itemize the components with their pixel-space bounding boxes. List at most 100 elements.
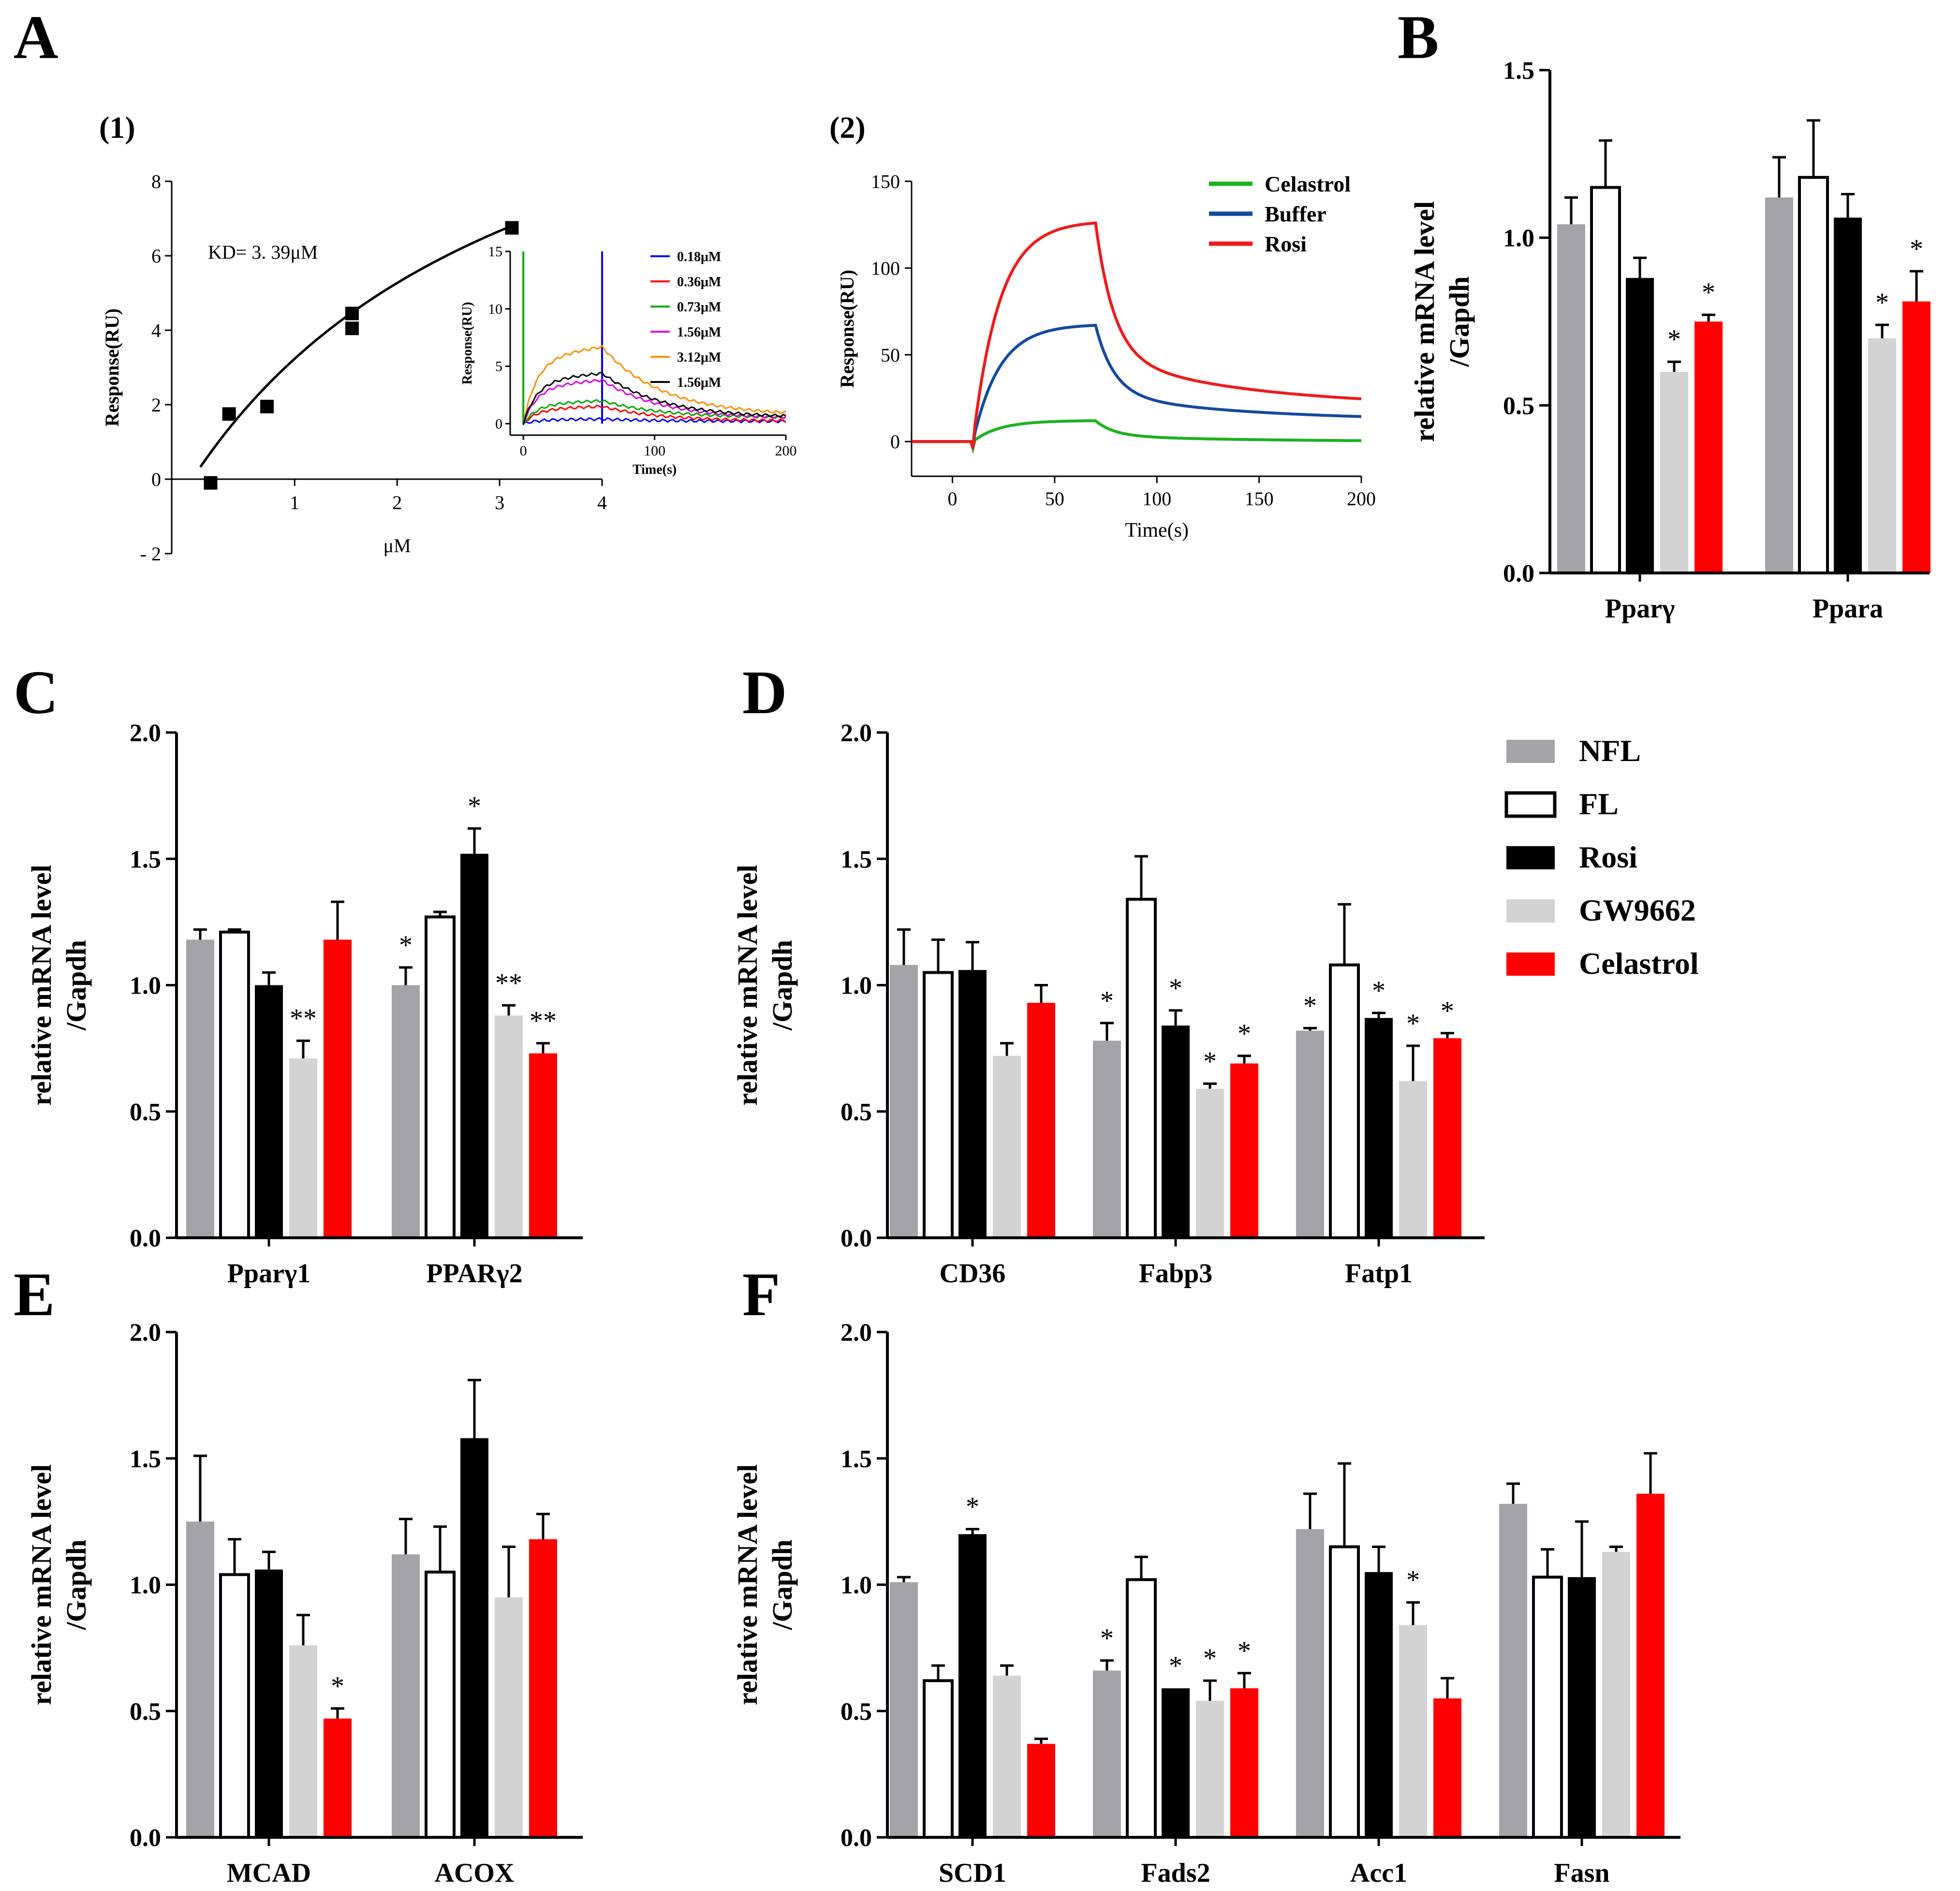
bar: [1568, 1577, 1596, 1837]
bar: [460, 853, 488, 1238]
legend-label: Buffer: [1265, 202, 1326, 226]
bar: [324, 939, 352, 1238]
bar: [1660, 372, 1688, 573]
y-tick-label: 1.0: [840, 972, 872, 1000]
legend-swatch: [1506, 740, 1555, 763]
x-tick-label: 3: [495, 492, 504, 513]
bar-chart-d: CD36 * * * * Fabp3 * * * * Fatp1 0.0 0.5 1.0 1.5 2.0 rel…: [732, 719, 1485, 1289]
binding-curve-chart: - 2 0 2 4 6 8 1 2 3 4 μM Response(RU) KD= 3. 39μM: [101, 171, 607, 565]
inset-y-tick-label: 10: [488, 301, 502, 317]
data-point: [204, 476, 218, 490]
series-line: [912, 419, 1362, 454]
legend-swatch: [1506, 846, 1555, 869]
significance-marker: **: [530, 1006, 557, 1036]
y-tick-label: 2.0: [840, 719, 872, 747]
bar: [1399, 1081, 1427, 1238]
bar: [1695, 322, 1723, 573]
y-tick-label: 0.0: [840, 1824, 872, 1852]
bar: [1902, 301, 1931, 573]
bar: [1557, 224, 1585, 573]
bar: [1230, 1063, 1258, 1238]
bar: [495, 1015, 523, 1238]
bar: [392, 1554, 420, 1837]
y-tick-label: 0.0: [130, 1824, 161, 1852]
inset-legend-label: 1.56μM: [677, 325, 721, 340]
significance-marker: *: [331, 1671, 344, 1701]
panel-label-b: B: [1398, 3, 1439, 72]
significance-marker: *: [1910, 234, 1923, 264]
bar: [1296, 1529, 1324, 1837]
significance-marker: *: [1238, 1636, 1251, 1666]
y-tick-label: 0.5: [840, 1099, 872, 1126]
x-tick-label: 200: [1347, 488, 1376, 510]
x-axis-label: μM: [383, 535, 411, 557]
y-tick-label: 0.5: [1503, 392, 1534, 420]
significance-marker: *: [399, 930, 413, 960]
bar: [890, 965, 918, 1238]
y-tick-label: 1.0: [840, 1572, 872, 1599]
bar: [1433, 1698, 1461, 1837]
bar: [958, 1534, 987, 1837]
bar-chart-b: * * Pparγ * * Ppara 0.0 0.5 1.0 1.5 relative mRNA …: [1409, 57, 1931, 624]
inset-series-line: [522, 371, 786, 425]
y-tick-label: 0.0: [840, 1225, 872, 1252]
significance-marker: *: [468, 792, 481, 821]
x-tick-label: 50: [1045, 488, 1064, 510]
inset-legend-label: 3.12μM: [677, 350, 721, 365]
sub-label-1: (1): [99, 110, 135, 145]
bar-chart-c: **Pparγ1******PPARγ20.00.51.01.52.0relat…: [26, 719, 583, 1289]
bar: [923, 971, 954, 1239]
bar-chart-f: * SCD1 * * * * Fads2 * Acc1 Fasn 0.0 0.5 1.0 1.5 2.0 re…: [732, 1319, 1680, 1888]
y-tick-label: 0.0: [1503, 560, 1534, 587]
bar: [1365, 1018, 1393, 1238]
x-tick-label: SCD1: [939, 1858, 1006, 1888]
significance-marker: *: [1406, 1565, 1420, 1595]
legend-swatch: [1504, 791, 1557, 818]
x-tick-label: Pparγ: [1605, 594, 1675, 624]
inset-series-line: [523, 404, 786, 424]
legend-label: Rosi: [1265, 232, 1307, 256]
y-tick-label: 0.5: [840, 1698, 872, 1726]
significance-marker: *: [1169, 973, 1182, 1003]
inset-legend-label: 1.56μM: [677, 375, 721, 390]
legend-swatch: [1506, 953, 1555, 976]
x-tick-label: 4: [597, 492, 607, 513]
bar: [1532, 1575, 1563, 1839]
inset-y-tick-label: 5: [495, 359, 502, 375]
data-point: [345, 307, 359, 321]
y-tick-label: 1.5: [840, 1445, 872, 1473]
bar: [890, 1582, 918, 1837]
inset-series-line: [522, 379, 786, 424]
bar-chart-e: * MCAD ACOX 0.0 0.5 1.0 1.5 2.0 relative mRNA le…: [26, 1319, 583, 1888]
x-tick-label: Fasn: [1554, 1858, 1609, 1888]
bar: [1399, 1625, 1427, 1837]
inset-y-axis-label: Response(RU): [460, 302, 475, 384]
legend-label: Rosi: [1579, 840, 1637, 874]
bar: [1433, 1038, 1461, 1238]
panel-label-f: F: [742, 1260, 780, 1329]
y-tick-label: 1.5: [1503, 57, 1534, 85]
bar: [529, 1053, 557, 1238]
spr-sensorgram-chart: 0 50 100 150 0 50 100 150 200 Time(s) Response(RU)…: [836, 171, 1376, 542]
y-axis-label: relative mRNA level/Gapdh: [26, 865, 92, 1105]
bar: [529, 1539, 557, 1837]
bar: [1162, 1026, 1190, 1238]
bar: [1834, 218, 1862, 573]
significance-marker: **: [290, 1003, 317, 1033]
bar: [392, 985, 420, 1238]
inset-x-tick-label: 100: [644, 443, 665, 459]
significance-marker: *: [1238, 1019, 1251, 1049]
y-tick-label: 2.0: [130, 719, 161, 747]
y-tick-label: - 2: [140, 543, 161, 565]
inset-legend-label: 0.36μM: [677, 275, 721, 290]
y-tick-label: 0.0: [130, 1225, 161, 1252]
x-tick-label: Pparγ1: [227, 1259, 310, 1289]
y-tick-label: 50: [881, 344, 900, 366]
panel-label-e: E: [14, 1260, 55, 1329]
inset-y-tick-label: 15: [488, 244, 502, 260]
bar: [1329, 963, 1360, 1239]
x-tick-label: Acc1: [1350, 1858, 1407, 1888]
y-axis-label: relative mRNA level/Gapdh: [732, 865, 798, 1105]
x-tick-label: PPARγ2: [426, 1259, 522, 1289]
bar: [1602, 1552, 1630, 1837]
